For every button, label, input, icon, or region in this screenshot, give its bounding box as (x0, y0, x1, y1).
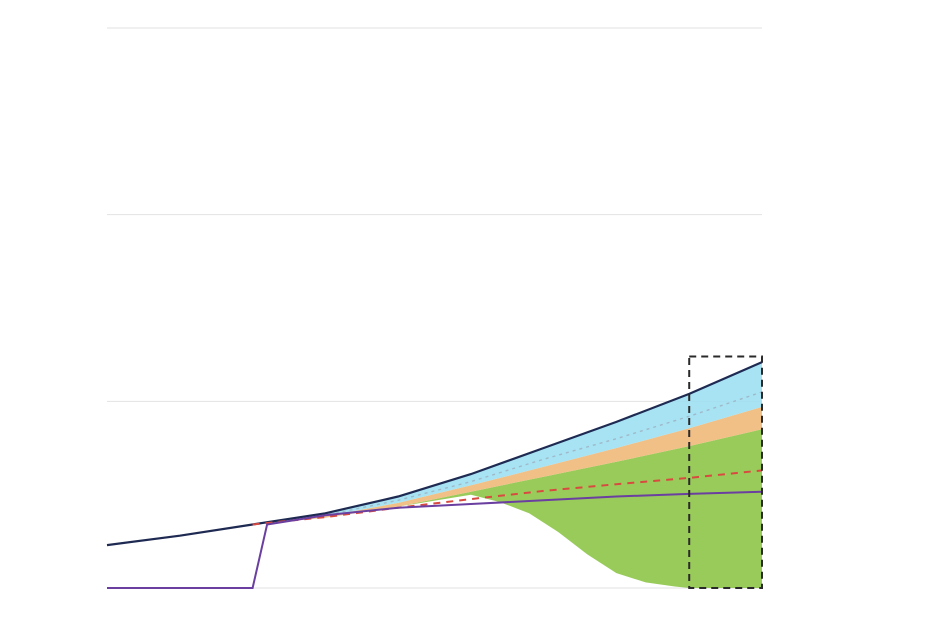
fuel-consumption-chart (0, 0, 946, 642)
